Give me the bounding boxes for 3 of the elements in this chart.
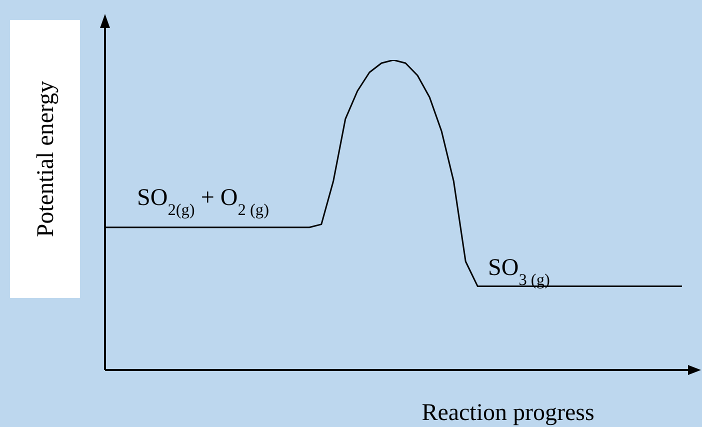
x-axis-title: Reaction progress: [422, 400, 594, 426]
annotation: SO$_{2(g)}$ + O$_{2 (g)}$: [137, 185, 270, 218]
y-axis-title: Potential energy: [33, 80, 59, 238]
